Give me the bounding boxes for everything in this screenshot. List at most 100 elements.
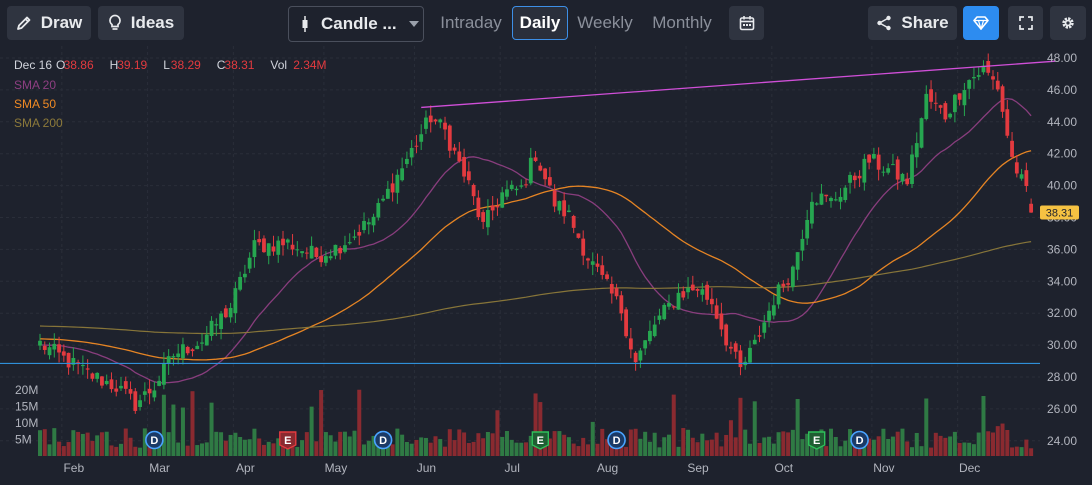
time-axis: Feb Mar Apr May Jun Jul Aug Sep Oct Nov Dec [63,461,980,475]
volume-bar [128,437,133,456]
volume-bar [61,446,66,456]
premium-button[interactable] [963,6,999,40]
volume-bar [319,390,324,456]
volume-bar [652,432,657,456]
candle-body [957,93,962,100]
candle-body [462,156,466,177]
volume-bar [304,432,309,456]
volume-bar [242,439,247,456]
candle-body [309,245,314,259]
volume-bar [295,446,300,456]
volume-bar [733,437,738,456]
volume-bar [176,442,181,456]
candle-body [219,313,223,330]
price-tick: 30.00 [1047,338,1077,352]
volume-bar [323,432,328,456]
event-label: D [150,435,158,447]
candle-body [895,159,900,180]
volume-bar [400,434,405,456]
volume-bar [671,394,676,456]
candle-body [405,158,409,165]
candle-body [776,284,781,305]
candle-body [214,324,219,326]
month-tick: Sep [687,461,709,475]
volume-bar [786,432,791,456]
volume-bar [962,442,967,456]
volume-bar [52,428,57,456]
volume-bar [828,428,833,456]
volume-bar [562,434,567,456]
candle-body [1019,174,1024,179]
candle-body [657,315,662,320]
fullscreen-button[interactable] [1008,6,1043,40]
share-button[interactable]: Share [868,6,957,40]
volume-bar [585,444,590,456]
candle-body [838,196,843,202]
ideas-button[interactable]: Ideas [98,6,184,40]
candle-body [176,353,181,358]
candle-body [700,289,705,295]
earnings-marker [279,431,297,450]
toolbar: Draw Ideas Candle ... Intraday Daily Wee… [0,0,1092,46]
volume-bar [114,446,119,456]
dividend-marker [145,430,164,450]
volume-bar [419,437,424,456]
volume-bar [566,437,571,456]
tab-daily[interactable]: Daily [512,6,568,40]
volume-bar [628,429,633,456]
candle-body [1014,162,1019,174]
event-label: E [813,435,820,447]
volume-bar [876,436,881,456]
volume-bar [1010,447,1015,456]
candle-body [228,307,233,318]
volume-bar [619,443,624,456]
volume-bar [557,431,562,456]
volume-bar [824,446,829,456]
volume-bar [481,438,486,456]
volume-bar [385,441,390,456]
candle-body [829,197,833,202]
volume-bar [266,441,271,456]
volume-bar [805,433,810,456]
candle-body [762,322,767,333]
volume-bar [119,443,124,456]
candle-body [810,201,814,224]
volume-bar [919,446,924,456]
volume-bar [552,431,557,456]
candle-body [524,184,528,186]
volume-bar [404,441,409,456]
candle-body [714,305,719,319]
volume-bar [905,441,910,456]
settings-button[interactable] [1050,6,1086,40]
legend-key: C [217,58,226,72]
candle-body [643,340,648,349]
candle-body [748,347,752,363]
calendar-button[interactable] [729,6,764,40]
candle-body [390,183,395,193]
volume-bar [871,439,876,456]
volume-bar [948,436,953,456]
candle-body [705,284,709,300]
volume-bar [843,440,848,456]
candle-body [662,304,667,320]
candle-body [709,298,714,305]
tab-monthly[interactable]: Monthly [652,13,712,32]
volume-bar [38,430,42,456]
volume-bar [219,432,224,456]
legend-value: 38.86 [64,58,94,72]
draw-button[interactable]: Draw [7,6,91,40]
tab-intraday[interactable]: Intraday [440,13,502,32]
candle-body [767,310,771,321]
volume-bar [228,434,233,456]
candle-body [862,158,867,183]
volume-bar [85,432,90,456]
chart-type-select[interactable]: Candle ... [288,6,424,42]
candle-body [338,247,343,254]
legend-value: 39.19 [117,58,147,72]
volume-bar [690,437,695,456]
candle-body [800,238,805,251]
candle-body [281,238,285,246]
tab-weekly[interactable]: Weekly [577,13,633,32]
volume-bar [1029,448,1034,456]
